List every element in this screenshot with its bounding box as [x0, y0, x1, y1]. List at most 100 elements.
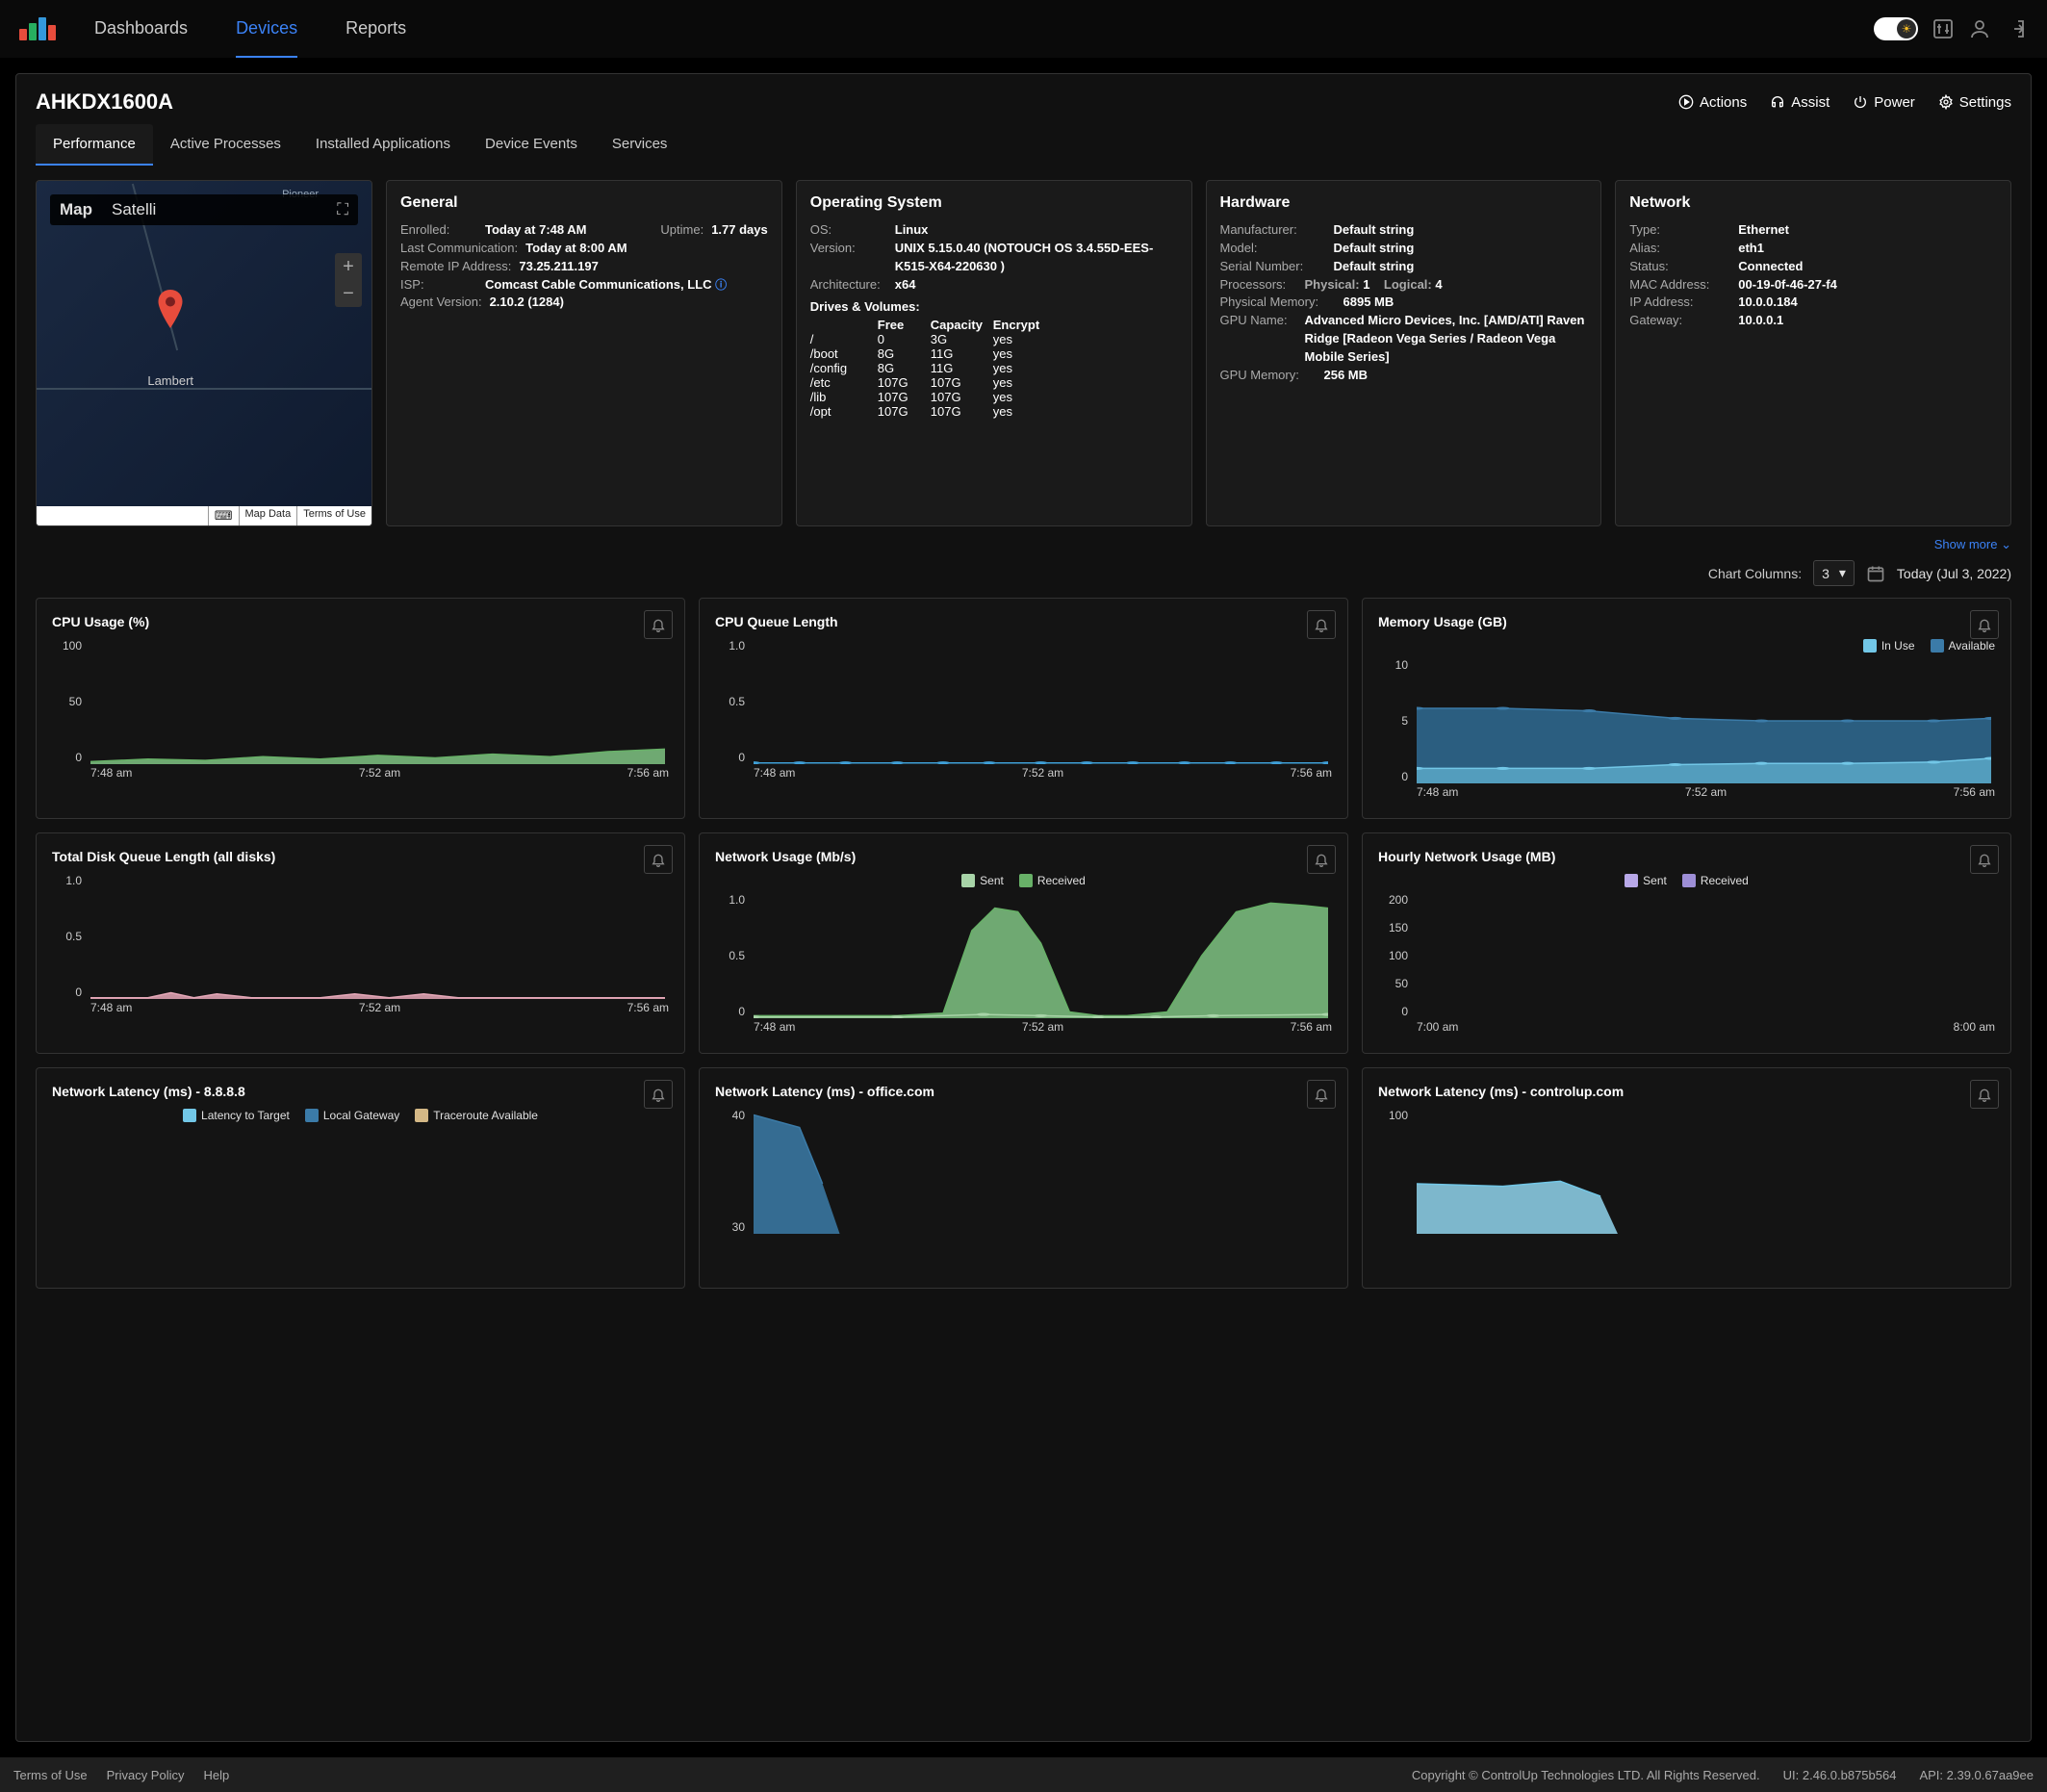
map-zoom-in[interactable]: + — [335, 253, 362, 280]
alert-bell-button[interactable] — [644, 845, 673, 874]
sub-tab-device-events[interactable]: Device Events — [468, 124, 595, 166]
alert-bell-button[interactable] — [1307, 1080, 1336, 1109]
ver-k: Version: — [810, 240, 887, 276]
alert-bell-button[interactable] — [1970, 845, 1999, 874]
hardware-title: Hardware — [1220, 194, 1588, 212]
calendar-icon[interactable] — [1866, 564, 1885, 583]
footer-terms-link[interactable]: Terms of Use — [13, 1768, 88, 1782]
hardware-card: Hardware Manufacturer:Default stringMode… — [1206, 180, 1602, 526]
general-title: General — [400, 194, 768, 212]
bell-icon — [1977, 1087, 1992, 1102]
bell-icon — [651, 617, 666, 632]
proc-phys-k: Physical: — [1305, 277, 1360, 292]
proc-log-v: 4 — [1435, 277, 1442, 292]
map-data-link[interactable]: Map Data — [239, 506, 297, 525]
gear-icon — [1938, 94, 1954, 110]
proc-phys-v: 1 — [1363, 277, 1369, 292]
chart-card: CPU Usage (%) 1005007:48 am7:52 am7:56 a… — [36, 598, 685, 819]
alert-bell-button[interactable] — [644, 610, 673, 639]
nav-tabs: Dashboards Devices Reports — [94, 1, 406, 58]
caret-down-icon: ▾ — [1839, 565, 1846, 581]
map-card: Pioneer Map Satelli ⛶ Lambert + − Google — [36, 180, 372, 526]
chart-title: CPU Queue Length — [715, 614, 1332, 629]
arch-v: x64 — [895, 276, 1178, 294]
gpumem-k: GPU Memory: — [1220, 367, 1317, 385]
info-icon[interactable]: ⓘ — [715, 278, 727, 292]
logout-icon[interactable] — [2005, 17, 2028, 40]
chart-card: Total Disk Queue Length (all disks) 1.00… — [36, 832, 685, 1054]
sub-tab-installed-applications[interactable]: Installed Applications — [298, 124, 468, 166]
legend-item: Received — [1682, 874, 1749, 887]
bell-icon — [1977, 617, 1992, 632]
sub-tab-services[interactable]: Services — [595, 124, 685, 166]
assist-button[interactable]: Assist — [1770, 94, 1830, 111]
fullscreen-icon[interactable]: ⛶ — [337, 200, 348, 219]
chart-title: Total Disk Queue Length (all disks) — [52, 849, 669, 864]
chart-title: Network Latency (ms) - 8.8.8.8 — [52, 1084, 669, 1099]
theme-toggle[interactable]: ☀ — [1874, 17, 1918, 40]
show-more-link[interactable]: Show more ⌄ — [1934, 537, 2011, 551]
alert-bell-button[interactable] — [1307, 610, 1336, 639]
arch-k: Architecture: — [810, 276, 887, 294]
legend-item: Sent — [961, 874, 1004, 887]
chart-title: Network Usage (Mb/s) — [715, 849, 1332, 864]
map-pin-icon — [156, 290, 185, 336]
chart-card: Network Usage (Mb/s) SentReceived1.00.50… — [699, 832, 1348, 1054]
map-tab-satellite[interactable]: Satelli — [112, 200, 156, 219]
settings-label: Settings — [1959, 94, 2011, 111]
os-k: OS: — [810, 221, 887, 240]
map-zoom-out[interactable]: − — [335, 280, 362, 307]
general-card: General Enrolled:Today at 7:48 AMUptime:… — [386, 180, 782, 526]
settings-button[interactable]: Settings — [1938, 94, 2011, 111]
settings-sliders-icon[interactable] — [1932, 17, 1955, 40]
chart-title: CPU Usage (%) — [52, 614, 669, 629]
legend-item: In Use — [1863, 639, 1915, 653]
alert-bell-button[interactable] — [1970, 610, 1999, 639]
os-title: Operating System — [810, 194, 1178, 212]
legend-item: Latency to Target — [183, 1109, 290, 1122]
footer-help-link[interactable]: Help — [204, 1768, 230, 1782]
nav-tab-dashboards[interactable]: Dashboards — [94, 1, 188, 58]
device-name: AHKDX1600A — [36, 90, 173, 115]
map-terms-link[interactable]: Terms of Use — [296, 506, 371, 525]
chart-title: Memory Usage (GB) — [1378, 614, 1995, 629]
legend-item: Sent — [1625, 874, 1667, 887]
footer-api-version: API: 2.39.0.67aa9ee — [1919, 1768, 2034, 1782]
proc-k: Processors: — [1220, 276, 1297, 294]
chart-card: CPU Queue Length 1.00.507:48 am7:52 am7:… — [699, 598, 1348, 819]
bell-icon — [651, 1087, 666, 1102]
nav-tab-reports[interactable]: Reports — [345, 1, 406, 58]
sub-tab-performance[interactable]: Performance — [36, 124, 153, 166]
chart-title: Hourly Network Usage (MB) — [1378, 849, 1995, 864]
nav-tab-devices[interactable]: Devices — [236, 1, 297, 58]
footer-privacy-link[interactable]: Privacy Policy — [107, 1768, 185, 1782]
alert-bell-button[interactable] — [1970, 1080, 1999, 1109]
chart-card: Network Latency (ms) - 8.8.8.8 Latency t… — [36, 1067, 685, 1289]
app-footer: Terms of Use Privacy Policy Help Copyrig… — [0, 1757, 2047, 1792]
sub-tab-active-processes[interactable]: Active Processes — [153, 124, 298, 166]
ver-v: UNIX 5.15.0.40 (NOTOUCH OS 3.4.55D-EES-K… — [895, 240, 1178, 276]
alert-bell-button[interactable] — [644, 1080, 673, 1109]
chart-cols-select[interactable]: 3 ▾ — [1813, 560, 1855, 586]
user-icon[interactable] — [1968, 17, 1991, 40]
mem-v: 6895 MB — [1343, 294, 1588, 312]
chart-card: Network Latency (ms) - office.com 4030 — [699, 1067, 1348, 1289]
os-card: Operating System OS:Linux Version:UNIX 5… — [796, 180, 1192, 526]
chart-title: Network Latency (ms) - controlup.com — [1378, 1084, 1995, 1099]
sun-icon: ☀ — [1897, 19, 1916, 38]
legend-item: Traceroute Available — [415, 1109, 538, 1122]
map-type-control: Map Satelli ⛶ — [50, 194, 358, 225]
network-title: Network — [1629, 194, 1997, 212]
gpu-k: GPU Name: — [1220, 312, 1297, 367]
app-header: Dashboards Devices Reports ☀ — [0, 0, 2047, 58]
map-tab-map[interactable]: Map — [60, 200, 92, 219]
footer-ui-version: UI: 2.46.0.b875b564 — [1783, 1768, 1897, 1782]
alert-bell-button[interactable] — [1307, 845, 1336, 874]
network-card: Network Type:EthernetAlias:eth1Status:Co… — [1615, 180, 2011, 526]
legend-item: Local Gateway — [305, 1109, 399, 1122]
actions-label: Actions — [1700, 94, 1747, 111]
actions-button[interactable]: Actions — [1678, 94, 1747, 111]
power-button[interactable]: Power — [1853, 94, 1915, 111]
play-circle-icon — [1678, 94, 1694, 110]
assist-label: Assist — [1791, 94, 1830, 111]
